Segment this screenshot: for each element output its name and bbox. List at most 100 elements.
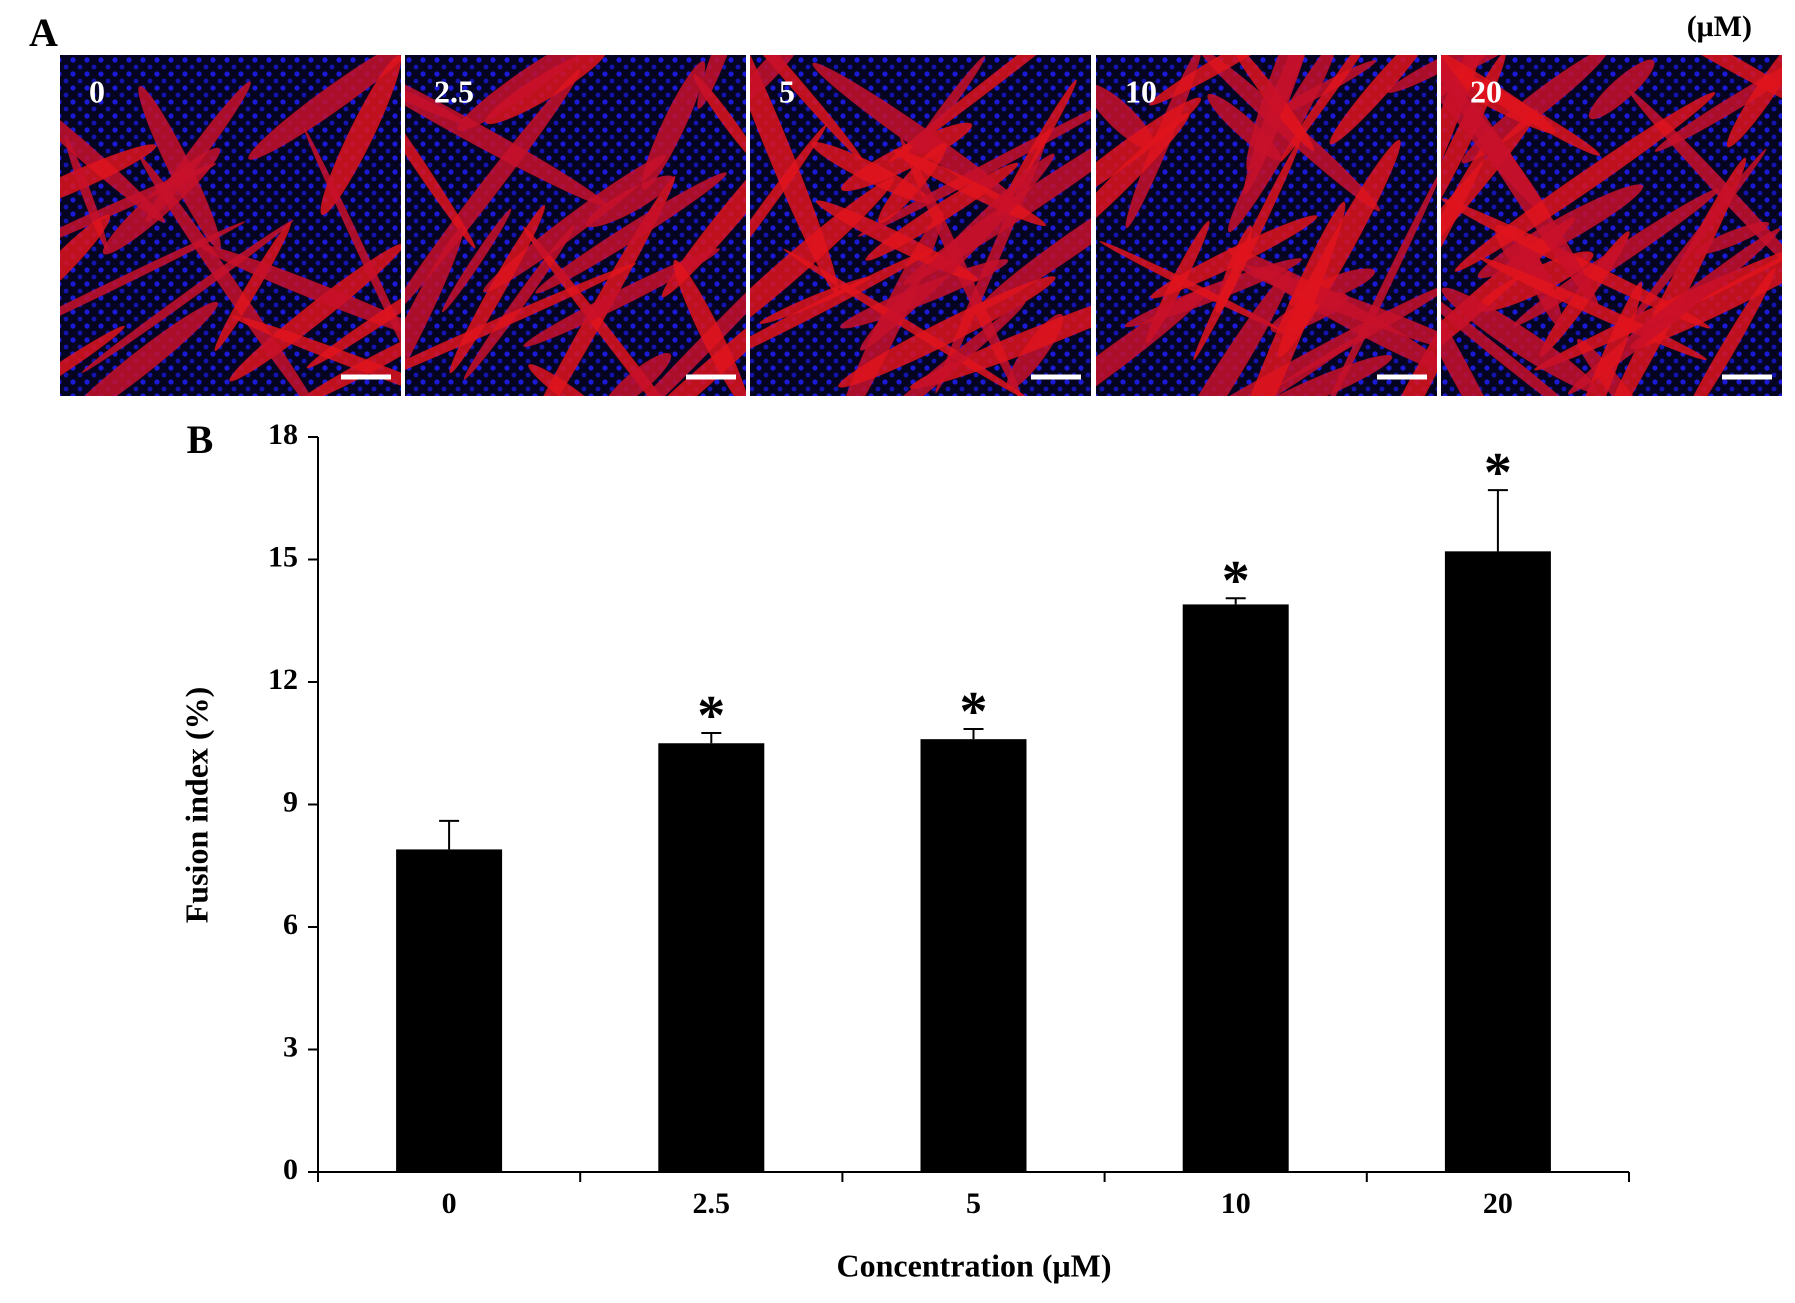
micrograph xyxy=(60,55,401,396)
myotube xyxy=(485,55,607,125)
myotube xyxy=(405,55,608,207)
myotube xyxy=(1318,167,1437,396)
y-tick-label: 9 xyxy=(283,785,298,818)
myotube xyxy=(441,208,512,313)
myotube xyxy=(1096,112,1190,250)
x-tick-label: 20 xyxy=(1483,1187,1513,1220)
myotube xyxy=(850,301,1026,396)
myotube xyxy=(61,301,219,396)
error-bar xyxy=(439,819,460,850)
significance-mark: * xyxy=(697,685,725,747)
myotube xyxy=(1266,60,1377,120)
myotube xyxy=(904,56,986,164)
myotube xyxy=(693,74,746,167)
micrograph xyxy=(1441,55,1782,396)
myotube xyxy=(60,73,166,223)
myotube xyxy=(1477,184,1644,279)
myotube xyxy=(1576,338,1653,396)
panel-concentration: 10 xyxy=(1125,73,1157,109)
myotube xyxy=(1096,286,1211,396)
myotube xyxy=(139,156,325,396)
myotube xyxy=(231,315,401,396)
myotube xyxy=(1198,55,1381,212)
y-tick-label: 0 xyxy=(283,1153,298,1186)
myotube xyxy=(1228,55,1337,233)
y-axis-title: Fusion index (%) xyxy=(178,687,214,923)
myotube xyxy=(783,248,1036,396)
myotube xyxy=(859,153,1055,351)
myotube xyxy=(1726,55,1782,148)
myotube xyxy=(1150,215,1318,299)
myotube xyxy=(405,263,637,396)
myotube xyxy=(405,227,464,396)
myotube xyxy=(603,352,672,396)
myotube xyxy=(1441,55,1506,242)
myotube xyxy=(1193,139,1301,361)
myotube xyxy=(306,263,401,369)
significance-mark: * xyxy=(1484,442,1512,504)
myotube xyxy=(750,124,827,307)
myotube xyxy=(1220,201,1346,396)
myotube xyxy=(303,127,401,396)
cells xyxy=(1441,55,1782,396)
myotube xyxy=(1441,271,1607,396)
myotube xyxy=(1355,288,1437,396)
y-tick-label: 15 xyxy=(268,540,298,573)
panel-concentration: 0 xyxy=(89,73,105,109)
myotube xyxy=(838,276,1056,388)
myotube xyxy=(449,205,546,374)
myotube xyxy=(1588,59,1655,120)
significance-mark: * xyxy=(960,681,988,743)
myotube xyxy=(1441,248,1523,396)
myotube xyxy=(588,287,746,396)
myotube xyxy=(750,249,932,376)
cells xyxy=(405,55,746,396)
micrograph xyxy=(1096,55,1437,396)
myotube xyxy=(1280,55,1389,162)
myotube xyxy=(248,55,401,160)
myotube xyxy=(673,259,746,396)
myotube xyxy=(405,69,581,317)
myotube xyxy=(60,163,217,259)
myotube xyxy=(750,178,894,358)
myotube xyxy=(1618,148,1767,339)
myotube xyxy=(214,222,291,352)
myotube xyxy=(60,214,111,316)
myotube xyxy=(1441,55,1599,308)
myotube xyxy=(528,364,610,396)
myotube xyxy=(1246,55,1329,172)
myotube xyxy=(888,55,1091,163)
myotube xyxy=(60,221,246,358)
error-bar xyxy=(701,732,722,744)
bar xyxy=(1182,604,1289,1172)
myotube xyxy=(405,65,476,249)
x-tick-label: 0 xyxy=(442,1187,457,1220)
y-tick-label: 3 xyxy=(283,1030,298,1063)
myotube xyxy=(1149,55,1309,106)
significance-mark: * xyxy=(1222,550,1250,612)
error-bar xyxy=(1487,489,1508,552)
bar xyxy=(1444,551,1551,1172)
x-tick-label: 2.5 xyxy=(693,1187,731,1220)
micrograph xyxy=(405,55,746,396)
y-tick-label: 18 xyxy=(268,418,298,451)
x-tick-label: 10 xyxy=(1221,1187,1251,1220)
myotube xyxy=(909,280,1091,389)
myotube xyxy=(1096,97,1202,209)
myotube xyxy=(1629,212,1782,349)
myotube xyxy=(1454,92,1716,272)
bar xyxy=(658,743,765,1172)
myotube xyxy=(857,94,1091,237)
myotube xyxy=(320,55,401,216)
panel-label: B xyxy=(187,417,214,462)
myotube xyxy=(750,55,839,295)
micrograph xyxy=(750,55,1091,396)
myotube xyxy=(1145,271,1292,396)
myotube xyxy=(1461,55,1609,164)
panel-concentration: 20 xyxy=(1470,73,1502,109)
cells xyxy=(60,55,401,396)
myotube xyxy=(457,55,597,132)
myotube xyxy=(535,172,727,294)
bar xyxy=(396,849,503,1172)
